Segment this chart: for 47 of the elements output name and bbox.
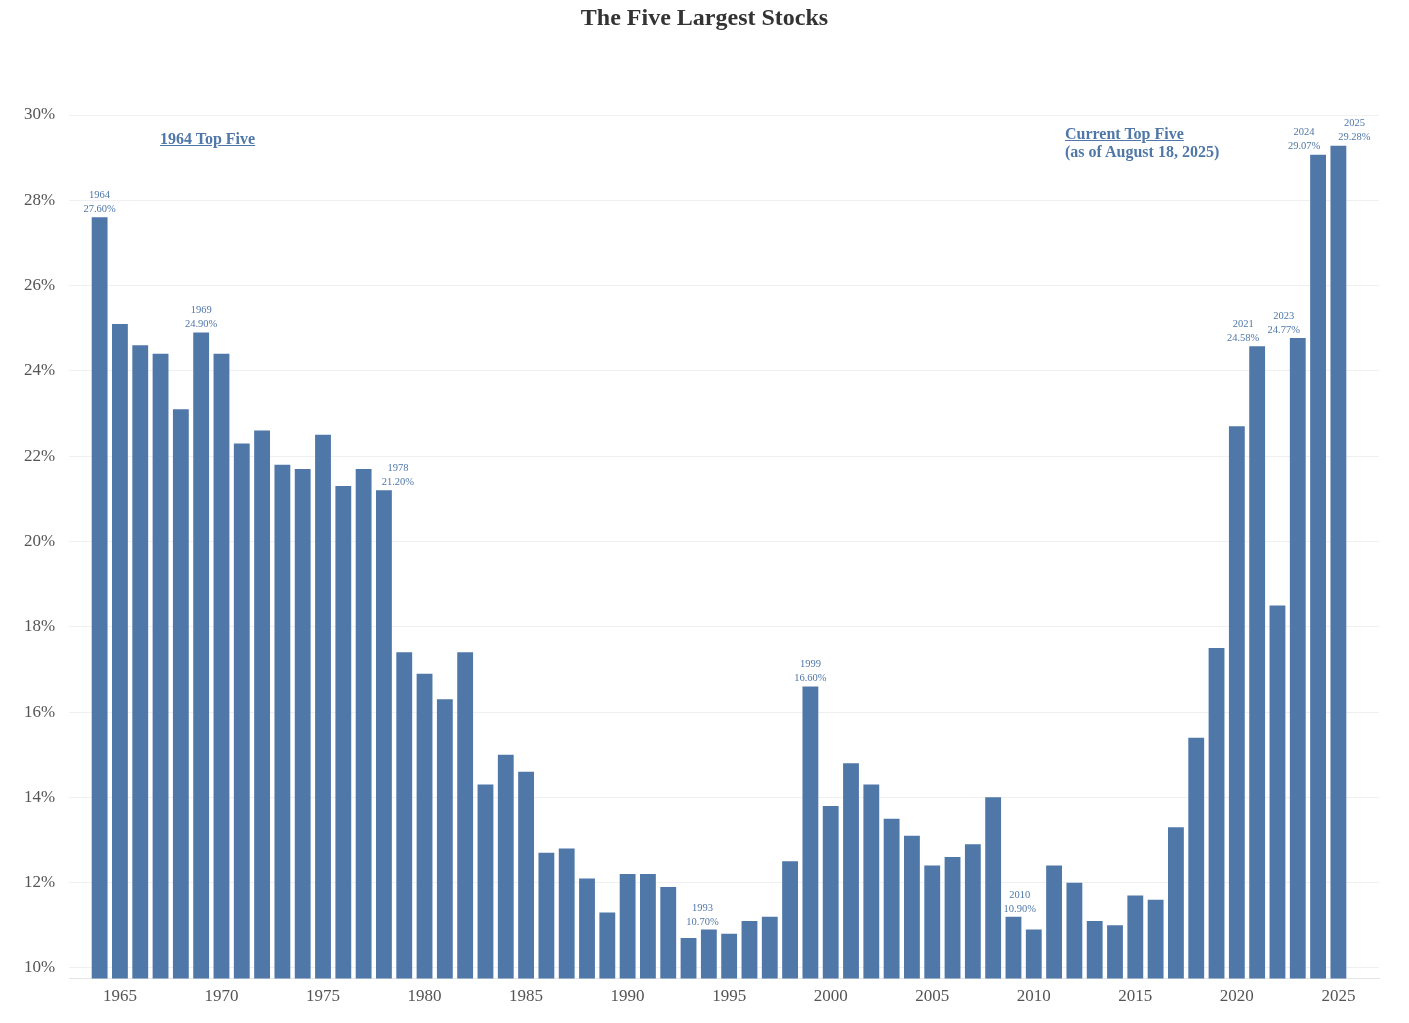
- data-label: 29.28%: [1338, 131, 1371, 143]
- y-tick-label: 24%: [23, 360, 56, 380]
- data-label: 21.20%: [381, 475, 415, 487]
- y-tick-label: 10%: [23, 957, 56, 977]
- x-tick-label: 1985: [509, 986, 544, 1006]
- annotation: 2023: [1273, 309, 1295, 321]
- y-tick-label: 12%: [23, 872, 56, 892]
- data-label: 24.58%: [1226, 331, 1260, 343]
- data-label: 24.77%: [1267, 323, 1301, 335]
- x-tick-label: 2005: [915, 986, 950, 1006]
- x-tick-label: 2015: [1118, 986, 1153, 1006]
- annotation: 2021: [1232, 317, 1254, 329]
- x-tick-label: 2025: [1321, 986, 1356, 1006]
- x-tick-label: 1975: [306, 986, 341, 1006]
- data-label: 16.60%: [794, 671, 827, 683]
- x-tick-label: 1995: [712, 986, 747, 1006]
- annotation: 1964 Top Five: [160, 130, 256, 148]
- y-tick-label: 22%: [23, 445, 56, 465]
- x-tick-label: 1965: [102, 986, 137, 1006]
- data-label: 10.70%: [686, 915, 719, 927]
- x-tick-label: 2000: [813, 986, 848, 1006]
- x-tick-label: 1980: [407, 986, 442, 1006]
- annotation: 1969: [190, 304, 212, 315]
- x-tick-label: 2020: [1219, 986, 1254, 1006]
- x-tick-label: 1970: [204, 986, 239, 1006]
- annotation: 2025: [1343, 117, 1365, 129]
- x-tick-label: 2010: [1016, 986, 1051, 1006]
- annotation: 1964: [89, 188, 111, 200]
- y-tick-label: 28%: [23, 189, 56, 209]
- annotation: Current Top Five (as of August 18, 2025): [1065, 125, 1220, 161]
- x-tick-label: 1990: [610, 986, 645, 1006]
- data-label: 27.60%: [83, 202, 117, 214]
- annotation: 1993: [692, 901, 714, 913]
- data-label: 29.07%: [1287, 140, 1321, 152]
- y-tick-label: 16%: [23, 701, 56, 721]
- y-tick-label: 26%: [23, 275, 56, 295]
- annotation: 1999: [799, 657, 821, 669]
- annotation: 2010: [1009, 889, 1031, 901]
- y-tick-label: 30%: [23, 104, 56, 124]
- data-label: 10.90%: [1003, 903, 1037, 915]
- chart-title: The Five Largest Stocks: [579, 4, 830, 31]
- annotation: 1978: [387, 461, 409, 473]
- y-tick-label: 18%: [23, 616, 56, 636]
- annotation: 2024: [1293, 126, 1316, 138]
- data-label: 24.90%: [184, 318, 218, 329]
- y-tick-label: 14%: [23, 786, 56, 806]
- y-tick-label: 20%: [23, 530, 56, 550]
